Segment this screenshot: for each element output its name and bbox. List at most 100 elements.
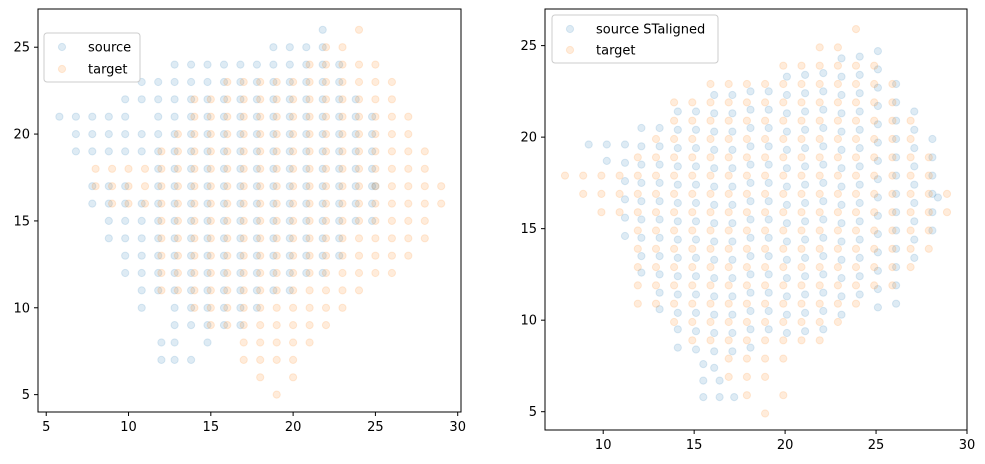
target-point — [338, 268, 347, 278]
target-point — [851, 153, 861, 162]
target-point — [321, 251, 331, 260]
target-point — [870, 79, 879, 89]
source-point — [933, 193, 943, 202]
source-point — [203, 251, 212, 260]
source-point — [88, 112, 97, 121]
target-point — [688, 336, 697, 345]
target-point — [387, 77, 396, 87]
target-point — [173, 286, 182, 295]
target-point — [305, 321, 314, 330]
source-point — [170, 268, 179, 278]
target-point — [190, 147, 199, 156]
target-point — [289, 147, 298, 156]
source-point — [620, 158, 630, 167]
target-point — [157, 216, 166, 225]
target-point — [91, 182, 100, 191]
source-point — [203, 130, 212, 139]
target-point — [797, 98, 806, 107]
source-point — [746, 142, 755, 151]
source-point — [637, 215, 646, 224]
target-point — [289, 338, 298, 347]
target-point — [338, 43, 347, 52]
target-point — [387, 182, 396, 191]
target-point — [579, 171, 588, 180]
source-point — [104, 234, 113, 243]
target-point — [190, 199, 199, 208]
source-point — [655, 233, 664, 242]
y-tick-label: 5 — [529, 405, 537, 420]
target-point — [761, 208, 770, 217]
source-point — [187, 199, 196, 208]
target-point — [924, 244, 933, 253]
target-point — [223, 112, 232, 121]
target-point — [223, 321, 232, 330]
source-point — [88, 199, 97, 208]
source-point — [269, 43, 278, 52]
target-point — [173, 268, 182, 278]
target-point — [272, 251, 281, 260]
source-point — [764, 160, 773, 169]
target-point — [706, 153, 715, 162]
source-point — [728, 274, 737, 283]
source-point — [154, 286, 163, 295]
source-point — [855, 217, 864, 226]
source-point — [801, 253, 810, 262]
target-point — [815, 116, 824, 125]
target-point — [239, 234, 248, 243]
source-point — [673, 125, 682, 134]
source-point — [269, 164, 278, 173]
subplot-left: 5 10 15 20 25 30 5 10 15 20 25 source target — [13, 8, 466, 435]
source-point — [335, 60, 344, 69]
target-point — [688, 317, 697, 327]
source-point — [764, 105, 773, 114]
source-point — [368, 216, 377, 225]
source-point — [252, 95, 261, 104]
source-point — [637, 252, 646, 261]
legend-marker-target — [565, 45, 575, 55]
source-point — [170, 164, 179, 173]
target-point — [404, 216, 413, 225]
source-point — [170, 77, 179, 87]
source-point — [873, 156, 883, 165]
source-point — [764, 178, 773, 187]
y-tick-label: 10 — [520, 314, 537, 329]
source-point — [710, 145, 719, 154]
source-point — [371, 182, 380, 191]
source-point — [892, 79, 901, 89]
target-point — [239, 182, 248, 191]
target-point — [354, 112, 364, 121]
source-point — [252, 147, 261, 156]
target-point — [779, 134, 788, 144]
source-point — [236, 286, 245, 295]
source-point — [764, 197, 773, 206]
source-point — [782, 292, 792, 301]
target-point — [742, 354, 752, 363]
target-point — [289, 373, 298, 382]
source-point — [691, 162, 701, 171]
target-point — [272, 268, 281, 278]
source-point — [351, 199, 360, 208]
source-point — [170, 147, 179, 156]
target-point — [779, 354, 788, 363]
source-point — [170, 130, 179, 139]
target-point — [779, 336, 788, 345]
source-point — [154, 147, 163, 156]
target-point — [420, 199, 429, 208]
target-point — [321, 147, 331, 156]
source-point — [285, 216, 294, 225]
target-point — [670, 171, 679, 180]
target-point — [779, 281, 788, 290]
source-point — [855, 107, 864, 116]
target-point — [256, 164, 265, 173]
target-point — [305, 60, 314, 69]
target-point — [305, 286, 314, 295]
target-point — [256, 147, 265, 156]
source-point — [892, 153, 901, 162]
target-point — [761, 134, 770, 144]
source-point — [910, 125, 919, 134]
target-point — [779, 189, 788, 198]
target-point — [742, 317, 752, 327]
source-point — [673, 253, 682, 262]
target-point — [815, 317, 824, 327]
source-point — [819, 233, 828, 242]
